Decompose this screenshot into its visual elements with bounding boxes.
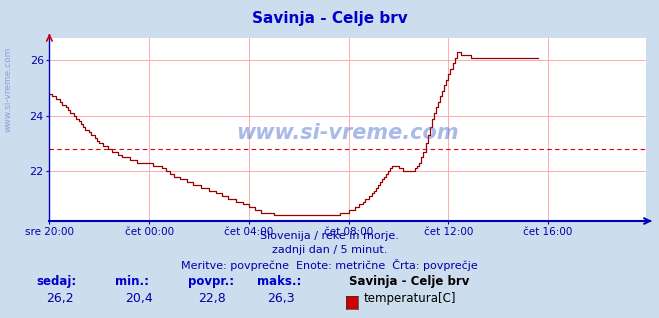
Text: Slovenija / reke in morje.: Slovenija / reke in morje. — [260, 231, 399, 240]
Text: Savinja - Celje brv: Savinja - Celje brv — [252, 11, 407, 26]
Text: 22,8: 22,8 — [198, 292, 225, 305]
Text: sedaj:: sedaj: — [36, 275, 76, 288]
Text: zadnji dan / 5 minut.: zadnji dan / 5 minut. — [272, 245, 387, 255]
Text: min.:: min.: — [115, 275, 150, 288]
Text: povpr.:: povpr.: — [188, 275, 234, 288]
Text: maks.:: maks.: — [257, 275, 301, 288]
Text: 26,3: 26,3 — [267, 292, 295, 305]
Text: www.si-vreme.com: www.si-vreme.com — [3, 46, 13, 132]
Text: 20,4: 20,4 — [125, 292, 153, 305]
Text: temperatura[C]: temperatura[C] — [364, 292, 456, 305]
Text: Meritve: povprečne  Enote: metrične  Črta: povprečje: Meritve: povprečne Enote: metrične Črta:… — [181, 259, 478, 271]
Text: 26,2: 26,2 — [46, 292, 74, 305]
Text: www.si-vreme.com: www.si-vreme.com — [237, 123, 459, 143]
Text: Savinja - Celje brv: Savinja - Celje brv — [349, 275, 470, 288]
